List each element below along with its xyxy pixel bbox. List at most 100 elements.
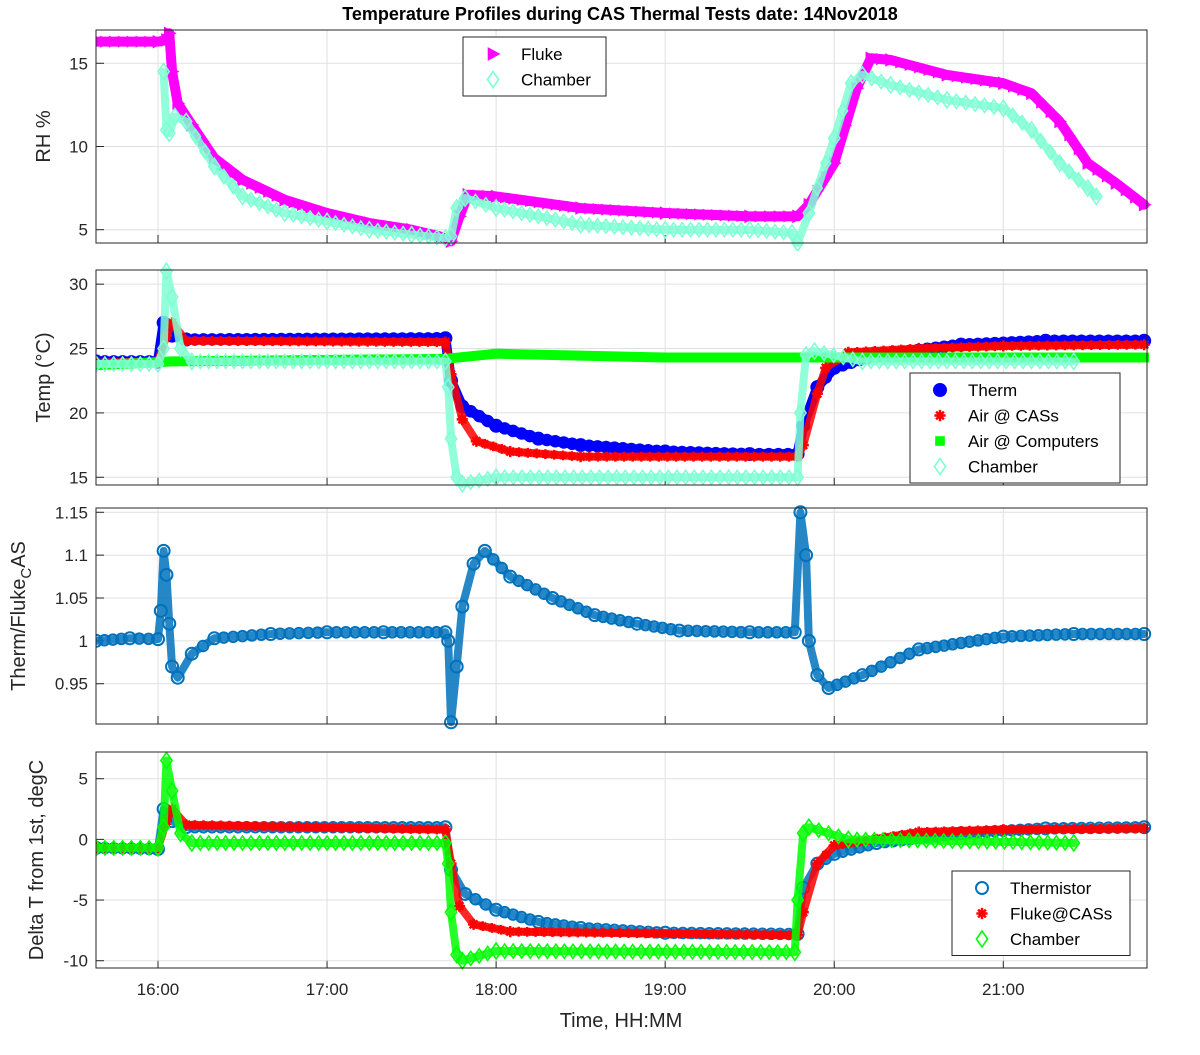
data-marker [875,73,888,90]
data-marker [1101,170,1114,183]
data-marker [550,468,563,486]
data-marker [362,336,373,347]
data-marker [488,441,499,452]
data-marker [431,337,442,347]
data-point [157,817,171,837]
data-marker [296,198,309,212]
data-marker [115,632,128,646]
data-marker [1112,823,1123,834]
data-marker [647,620,661,633]
data-marker [215,820,226,831]
data-marker [1041,628,1054,642]
data-marker [890,353,903,370]
data-marker [371,834,384,852]
y-axis-label: RH % [33,110,55,162]
data-marker [1112,340,1123,350]
data-marker [423,824,434,835]
data-marker [956,342,966,353]
data-marker [532,942,545,960]
data-marker [556,927,566,938]
data-marker [712,943,724,961]
y-tick-label: 1.1 [64,546,88,565]
data-point [438,352,452,371]
data-marker [864,353,877,370]
data-point [150,632,165,647]
ylabel-part: AS [8,541,30,568]
data-marker [524,468,537,486]
data-marker [362,823,373,834]
data-marker [932,353,945,370]
data-point [742,625,757,640]
data-marker [671,468,683,486]
data-point [660,352,670,363]
data-marker [677,353,687,362]
data-marker [1024,340,1035,351]
data-point [165,287,179,307]
data-marker [762,353,771,362]
data-marker [423,337,434,347]
data-marker [241,336,252,347]
data-point [796,823,810,843]
data-marker [1016,340,1026,351]
data-marker [516,468,528,486]
data-marker [394,626,408,639]
legend-label: Thermistor [1010,879,1092,898]
data-marker [775,451,786,462]
data-marker [422,353,435,370]
data-marker [499,191,512,204]
data-marker [550,198,562,211]
data-marker [346,353,359,370]
data-marker [748,468,761,486]
data-marker [812,821,825,839]
data-marker [211,834,224,852]
data-point [913,342,925,355]
data-marker [522,926,533,937]
data-point [865,51,879,66]
data-marker [254,181,267,194]
data-marker [679,468,692,486]
data-marker [1130,823,1141,834]
data-marker [669,943,682,961]
data-marker [972,833,985,850]
data-marker [750,929,761,940]
x-tick-label: 21:00 [982,980,1025,999]
data-point [180,819,192,831]
data-marker [947,342,958,353]
data-marker [632,928,642,939]
x-tick-label: 16:00 [137,980,180,999]
data-marker [896,344,907,355]
data-marker [644,352,653,362]
data-marker [534,350,543,359]
data-marker [576,351,585,360]
data-point [885,53,899,67]
data-marker [329,834,342,852]
data-marker [954,636,968,650]
data-marker [731,451,742,462]
data-marker [971,634,985,647]
data-marker [253,194,266,212]
data-marker [469,892,482,906]
data-marker [1063,163,1075,180]
data-marker [516,193,529,206]
data-marker [922,343,933,354]
data-marker [245,629,259,642]
series-band [96,267,1078,488]
data-marker [643,943,656,961]
data-marker [1025,353,1038,370]
data-marker [189,335,200,346]
data-point [438,228,452,248]
data-marker [397,834,410,852]
data-marker [610,468,623,486]
data-marker [288,196,300,209]
data-marker [117,35,130,48]
data-marker [765,468,778,486]
data-marker [652,353,661,362]
data-marker [304,834,317,852]
data-marker [702,208,715,221]
data-marker [1131,353,1140,362]
data-marker [664,622,678,636]
data-marker [869,346,880,356]
data-point [855,65,869,85]
data-marker [1014,629,1028,643]
data-marker [915,353,928,370]
